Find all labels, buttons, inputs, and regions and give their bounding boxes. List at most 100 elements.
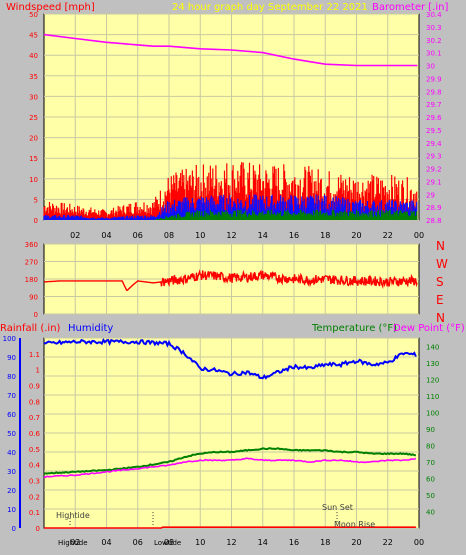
wind-series-3 — [153, 209, 418, 220]
wind-axis-tick-label: 30 — [29, 93, 38, 101]
temperature-axis-tick-label: 110 — [426, 393, 439, 401]
direction-line — [44, 269, 418, 292]
rainfall-axis-tick-label: 0.2 — [29, 493, 40, 501]
compass-w: W — [436, 257, 448, 271]
time-axis-tick-label: 06 — [133, 538, 143, 547]
direction-axis-tick-label: 360 — [25, 241, 38, 249]
rainfall-axis-tick-label: 1 — [36, 367, 40, 375]
time-axis-tick-label: 08 — [164, 231, 174, 240]
time-axis-tick-label: 22 — [383, 538, 393, 547]
humidity-axis-tick-label: 100 — [3, 335, 16, 343]
humidity-axis-tick-label: 60 — [7, 411, 16, 419]
time-axis-tick-label: 14 — [258, 231, 268, 240]
barometer-axis-tick-label: 29.5 — [426, 127, 442, 135]
rainfall-axis-tick-label: 0.1 — [29, 509, 40, 517]
time-axis-tick-label: 12 — [226, 538, 236, 547]
humidity-axis-title: Humidity — [68, 323, 113, 334]
compass-n-top: N — [436, 239, 445, 253]
barometer-axis-tick-label: 30 — [426, 63, 435, 71]
series-layer — [43, 33, 418, 529]
time-axis-tick-label: 10 — [195, 538, 205, 547]
time-axis-tick-label: 04 — [101, 231, 111, 240]
rainfall-axis-tick-label: 0.4 — [29, 462, 41, 470]
time-axis-tick-label: 18 — [320, 538, 330, 547]
wind-axis-tick-label: 20 — [29, 135, 38, 143]
wind-axis-tick-label: 45 — [29, 32, 38, 40]
temperature-axis-tick-label: 60 — [426, 475, 435, 483]
time-axis-tick-label: 02 — [70, 538, 80, 547]
event-moonrise: Moon Rise — [334, 520, 375, 529]
barometer-axis-tick-label: 29.1 — [426, 178, 442, 186]
humidity-axis-tick-label: 40 — [7, 449, 16, 457]
barometer-axis-tick-label: 29 — [426, 191, 435, 199]
humidity-axis-tick-label: 50 — [7, 430, 16, 438]
temperature-axis-tick-label: 90 — [426, 426, 435, 434]
time-axis-tick-label: 22 — [383, 231, 393, 240]
time-axis-tick-label: 16 — [289, 231, 299, 240]
direction-axis-tick-label: 270 — [25, 259, 38, 267]
windspeed-axis-title: Windspeed [mph] — [6, 2, 95, 13]
humidity-axis-tick-label: 90 — [7, 354, 16, 362]
wind-axis-tick-label: 40 — [29, 52, 38, 60]
direction-axis-tick-label: 180 — [25, 276, 38, 284]
wind-axis-tick-label: 5 — [34, 196, 38, 204]
humidity-axis-tick-label: 30 — [7, 468, 16, 476]
time-axis-tick-label: 02 — [70, 231, 80, 240]
time-axis-tick-label: 10 — [195, 231, 205, 240]
temperature-axis-tick-label: 70 — [426, 459, 435, 467]
temperature-axis-tick-label: 50 — [426, 492, 435, 500]
temperature-axis-tick-label: 140 — [426, 343, 439, 351]
time-axis-tick-label: 04 — [101, 538, 111, 547]
axis-layer: 0510152025303540455028.828.92929.129.229… — [3, 11, 443, 547]
time-axis-tick-label: 06 — [133, 231, 143, 240]
time-axis-tick-label: 14 — [258, 538, 268, 547]
wind-axis-tick-label: 0 — [34, 217, 38, 225]
dewpoint-line — [43, 457, 417, 478]
wind-axis-tick-label: 35 — [29, 73, 38, 81]
rainfall-axis-tick-label: 0.6 — [29, 430, 41, 438]
temperature-axis-tick-label: 120 — [426, 376, 439, 384]
time-axis-tick-label: 08 — [164, 538, 174, 547]
rainfall-axis-tick-label: 0.8 — [29, 398, 40, 406]
barometer-axis-tick-label: 29.3 — [426, 153, 442, 161]
time-axis-tick-label: 20 — [351, 231, 361, 240]
time-axis-tick-label: 18 — [320, 231, 330, 240]
barometer-axis-tick-label: 30.3 — [426, 24, 442, 32]
barometer-axis-title: Barometer [.in] — [372, 2, 448, 13]
humidity-axis-tick-label: 10 — [7, 506, 16, 514]
barometer-axis-tick-label: 29.7 — [426, 101, 442, 109]
event-hightide-bottom: Hightide — [58, 539, 88, 547]
compass-n-bottom: N — [436, 311, 445, 325]
barometer-axis-tick-label: 28.8 — [426, 217, 442, 225]
barometer-axis-tick-label: 30.2 — [426, 37, 442, 45]
rainfall-axis-title: Rainfall (.in) — [0, 323, 61, 334]
rainfall-axis-tick-label: 0.5 — [29, 446, 40, 454]
humidity-axis-tick-label: 80 — [7, 373, 16, 381]
direction-axis-tick-label: 0 — [34, 311, 38, 319]
time-axis-tick-label: 20 — [351, 538, 361, 547]
compass-s: S — [436, 275, 444, 289]
barometer-axis-tick-label: 30.1 — [426, 50, 442, 58]
humidity-axis-tick-label: 70 — [7, 392, 16, 400]
barometer-axis-tick-label: 30.4 — [426, 11, 442, 19]
wind-axis-tick-label: 10 — [29, 176, 38, 184]
wind-axis-tick-label: 15 — [29, 155, 38, 163]
wind-series-1 — [43, 162, 418, 220]
barometer-line — [43, 33, 418, 67]
time-axis-tick-label: 12 — [226, 231, 236, 240]
compass-e: E — [436, 293, 444, 307]
temperature-axis-title: Temperature (°F) — [311, 323, 397, 334]
temperature-axis-tick-label: 40 — [426, 508, 435, 516]
time-axis-tick-label: 16 — [289, 538, 299, 547]
wind-axis-tick-label: 25 — [29, 114, 38, 122]
time-axis-tick-label: 00 — [414, 538, 424, 547]
temperature-axis-tick-label: 100 — [426, 409, 439, 417]
rainfall-axis-tick-label: 0.3 — [29, 478, 40, 486]
humidity-axis-tick-label: 20 — [7, 487, 16, 495]
barometer-axis-tick-label: 29.4 — [426, 140, 442, 148]
rainfall-axis-tick-label: 0.9 — [29, 383, 40, 391]
time-axis-tick-label: 00 — [414, 231, 424, 240]
event-sunset: Sun Set — [322, 503, 353, 512]
barometer-axis-tick-label: 29.9 — [426, 75, 442, 83]
